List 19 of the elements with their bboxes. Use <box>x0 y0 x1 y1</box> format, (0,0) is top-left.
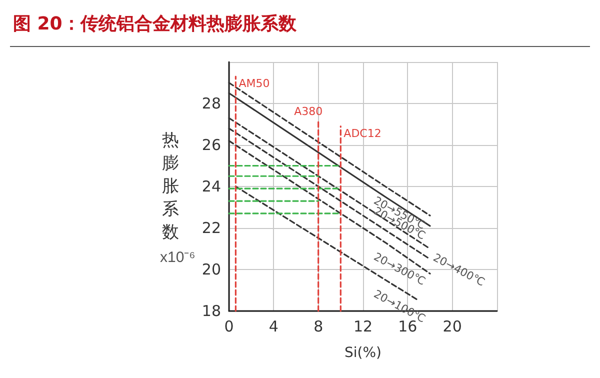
x-tick-label: 0 <box>224 318 234 336</box>
x-axis-title: Si(%) <box>344 345 382 361</box>
y-tick-label: 22 <box>202 219 221 237</box>
x-tick-label: 8 <box>314 318 324 336</box>
y-tick-label: 18 <box>202 302 221 320</box>
y-tick-label: 26 <box>202 136 221 154</box>
y-tick-label: 20 <box>202 260 221 278</box>
x-tick-label: 20 <box>442 318 462 336</box>
series-label: A380 <box>294 105 323 118</box>
x-tick-label: 16 <box>398 318 418 336</box>
text: x10⁻⁶ <box>160 249 196 266</box>
y-tick-label: 24 <box>202 178 221 196</box>
x-tick-label: 4 <box>268 318 278 336</box>
y-axis-title: 热膨胀系数 <box>162 130 179 242</box>
x-tick-label: 12 <box>353 318 373 336</box>
y-tick-label: 28 <box>202 94 221 112</box>
series-label: ADC12 <box>344 126 382 140</box>
series-label: AM50 <box>238 77 270 90</box>
chart-title: 图 20：传统铝合金材料热膨胀系数 <box>13 14 298 34</box>
